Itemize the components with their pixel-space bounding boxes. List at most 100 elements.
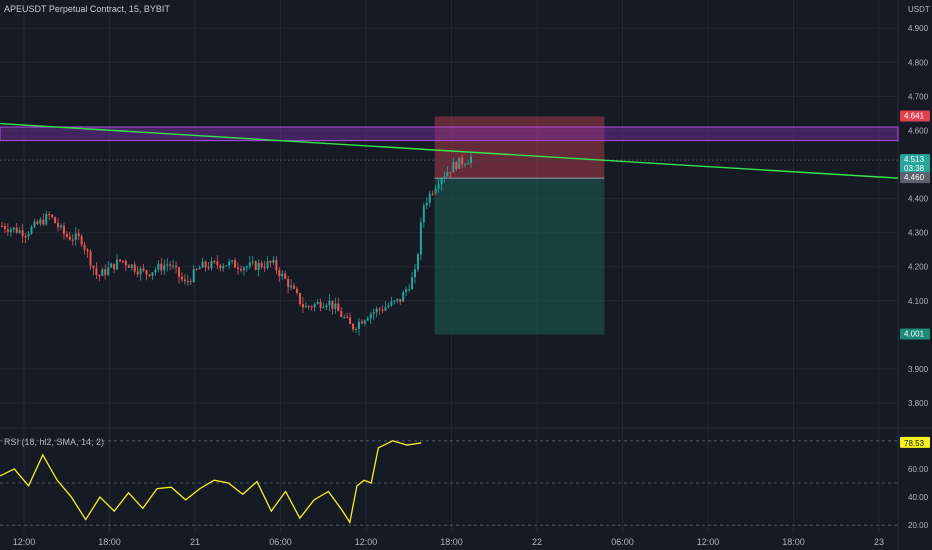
candle-body (366, 318, 369, 321)
candle-body (331, 300, 334, 309)
y-tick-label: 4.600 (908, 126, 929, 135)
candle-body (381, 309, 384, 311)
resistance-zone[interactable] (0, 126, 899, 142)
candle-body (231, 260, 234, 262)
candle-body (375, 308, 378, 313)
rsi-indicator-label: RSI (18, hl2, SMA, 14, 2) (4, 437, 105, 447)
x-tick-label: 12:00 (355, 537, 378, 547)
candle-body (86, 249, 89, 252)
candle-body (393, 300, 396, 302)
y-tick-label: 4.100 (908, 297, 929, 306)
candle-body (95, 268, 98, 276)
y-tick-label: 3.800 (908, 399, 929, 408)
candle-body (39, 219, 42, 224)
candle-body (346, 316, 349, 318)
candle-body (242, 267, 245, 271)
candle-body (254, 261, 257, 270)
price-badge-last (900, 154, 930, 175)
x-tick-label: 12:00 (13, 537, 36, 547)
price-badge-stop (900, 110, 930, 122)
candle-body (437, 184, 440, 189)
candle-body (151, 272, 154, 276)
candle-body (89, 251, 92, 266)
candle-body (166, 264, 169, 266)
candle-body (464, 164, 467, 166)
candle-body (425, 202, 428, 206)
candle-body (360, 321, 363, 324)
candle-body (6, 229, 9, 232)
candle-body (390, 301, 393, 306)
candle-body (222, 266, 225, 269)
y-tick-label: 4.700 (908, 92, 929, 101)
candle-body (239, 269, 242, 271)
candle-body (355, 328, 357, 330)
candle-body (139, 268, 142, 275)
y-tick-label: 4.300 (908, 229, 929, 238)
candle-body (328, 300, 331, 306)
candle-body (411, 277, 414, 290)
candle-body (387, 305, 390, 308)
candle-body (148, 274, 151, 276)
candle-body (83, 244, 86, 250)
candle-body (419, 222, 422, 255)
candle-body (290, 285, 293, 288)
candle-body (130, 264, 133, 268)
candle-body (402, 292, 405, 302)
candle-body (145, 270, 148, 275)
candle-body (154, 269, 157, 273)
candle-body (121, 260, 124, 262)
candle-body (405, 289, 408, 293)
price-badge-value: 4.641 (904, 111, 925, 120)
candle-body (207, 267, 210, 269)
candle-body (301, 303, 304, 308)
candle-body (60, 225, 62, 228)
candle-body (186, 281, 189, 283)
candle-body (42, 219, 45, 225)
candle-body (257, 262, 260, 270)
candle-body (175, 265, 178, 268)
trendline[interactable] (0, 122, 899, 179)
candle-body (287, 278, 290, 288)
candle-body (24, 236, 27, 238)
rsi-tick-label: 40.00 (908, 493, 929, 502)
candle-body (260, 262, 263, 268)
candle-body (281, 273, 284, 277)
candle-body (213, 260, 216, 262)
candle-body (313, 303, 316, 308)
candle-body (304, 305, 307, 308)
x-tick-label: 22 (532, 537, 542, 547)
candle-body (3, 225, 6, 230)
candle-body (189, 281, 192, 283)
candle-body (325, 305, 328, 308)
candle-body (51, 214, 54, 218)
price-badge-value: 4.001 (904, 329, 925, 338)
candle-body (116, 259, 119, 270)
take-profit-zone[interactable] (434, 178, 605, 335)
y-tick-label: 3.900 (908, 365, 929, 374)
candle-body (296, 288, 298, 293)
price-badge-value: 4.460 (904, 173, 925, 182)
rsi-tick-label: 60.00 (908, 465, 929, 474)
candle-body (113, 263, 116, 270)
candle-body (269, 261, 272, 263)
x-tick-label: 18:00 (98, 537, 121, 547)
candle-body (48, 214, 51, 216)
candle-body (15, 227, 18, 233)
candle-body (163, 265, 166, 271)
candle-body (124, 260, 127, 266)
x-tick-label: 06:00 (269, 537, 292, 547)
candle-body (71, 239, 74, 241)
candle-body (210, 260, 213, 269)
candle-body (157, 263, 160, 270)
candle-body (422, 205, 425, 223)
y-tick-label: 4.400 (908, 195, 929, 204)
x-tick-label: 18:00 (440, 537, 463, 547)
candle-body (180, 276, 183, 280)
x-tick-label: 21 (190, 537, 200, 547)
candle-body (455, 162, 458, 169)
candle-body (293, 285, 296, 289)
candle-body (68, 236, 71, 240)
candle-body (30, 226, 33, 234)
candle-body (452, 162, 455, 173)
